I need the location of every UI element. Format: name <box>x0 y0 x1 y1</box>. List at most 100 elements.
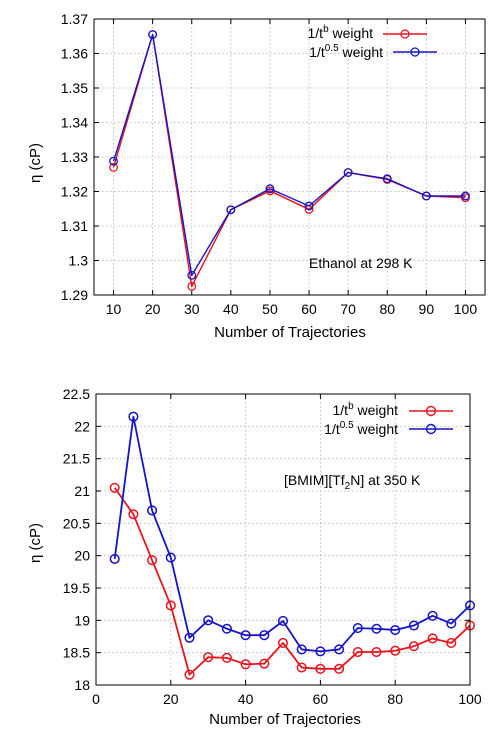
y-axis-label: η (cP) <box>27 523 44 563</box>
series-2 <box>109 411 476 657</box>
series-line <box>112 33 466 277</box>
x-tick-label: 10 <box>106 301 122 317</box>
data-point <box>334 644 345 655</box>
x-tick-label: 60 <box>313 691 329 707</box>
data-point <box>187 270 197 280</box>
data-point <box>147 505 158 516</box>
y-tick-label: 18 <box>74 677 90 693</box>
data-point <box>240 630 251 641</box>
data-point <box>165 552 176 563</box>
data-point <box>390 624 401 636</box>
data-point <box>352 646 363 658</box>
data-point <box>259 630 270 641</box>
x-tick-label: 50 <box>262 301 278 317</box>
data-point <box>184 669 195 680</box>
x-tick-labels: 0 20 40 60 80 100 <box>92 691 482 707</box>
data-point <box>259 658 270 669</box>
data-point <box>109 482 120 493</box>
x-tick-label: 100 <box>454 301 478 317</box>
data-point <box>109 156 118 166</box>
data-point <box>446 618 457 629</box>
legend-label-1: 1/tb weight <box>308 24 374 41</box>
y-tick-label: 19 <box>74 612 90 628</box>
chart-annotation: [BMIM][Tf2N] at 350 K <box>284 472 421 492</box>
data-point <box>226 205 236 215</box>
data-point <box>203 652 214 663</box>
legend-label-2: 1/t0.5 weight <box>309 43 383 60</box>
legend: 1/tb weight 1/t0.5 weight <box>324 401 453 437</box>
chart-ethanol: 1.29 1.3 1.31 1.32 1.33 1.34 1.35 1.36 1.37 10 20… <box>27 11 486 341</box>
data-point <box>421 191 431 201</box>
chart-bmim: 18 18.5 19 19.5 20 20.5 21 21.5 22 22.5 0 20 40 60 80… <box>27 386 482 728</box>
data-point <box>343 168 353 177</box>
x-tick-label: 20 <box>163 691 179 707</box>
x-tick-label: 80 <box>379 301 395 317</box>
legend-marker-2 <box>410 47 420 57</box>
data-point <box>315 663 326 674</box>
x-tick-label: 20 <box>145 301 161 317</box>
data-point <box>304 201 314 211</box>
data-point <box>128 411 139 422</box>
data-point <box>446 637 457 649</box>
y-tick-label: 1.3 <box>69 253 89 269</box>
legend-marker-2 <box>425 423 437 435</box>
y-tick-label: 1.35 <box>61 80 88 96</box>
chart-annotation: Ethanol at 298 K <box>309 255 413 271</box>
legend-label-1: 1/tb weight <box>333 401 399 418</box>
data-point <box>221 652 232 663</box>
data-point <box>221 623 232 634</box>
data-point <box>461 191 470 201</box>
y-tick-label: 22.5 <box>63 386 90 402</box>
x-axis-label: Number of Trajectories <box>214 324 366 341</box>
data-point <box>109 553 120 564</box>
data-point <box>390 645 401 656</box>
data-point <box>240 659 251 670</box>
legend: 1/tb weight 1/t0.5 weight <box>308 24 437 60</box>
data-point <box>296 644 307 655</box>
data-point <box>427 633 438 644</box>
y-tick-label: 18.5 <box>63 645 90 661</box>
series-line <box>113 487 471 676</box>
x-tick-label: 0 <box>92 691 100 707</box>
y-tick-label: 22 <box>74 418 90 434</box>
y-tick-label: 20.5 <box>63 515 90 531</box>
series-1 <box>109 482 476 680</box>
y-tick-label: 1.31 <box>61 218 88 234</box>
x-tick-label: 80 <box>387 691 403 707</box>
data-point <box>371 646 382 658</box>
legend-marker-1 <box>425 405 437 417</box>
legend-label-2: 1/t0.5 weight <box>324 420 398 437</box>
plot-frame <box>95 393 471 686</box>
data-point <box>382 174 392 184</box>
data-point <box>334 663 345 674</box>
data-point <box>277 615 289 627</box>
series-2 <box>109 30 470 280</box>
data-point <box>203 615 214 626</box>
data-point <box>352 623 363 634</box>
data-point <box>371 623 382 634</box>
data-point <box>128 509 139 520</box>
plot-frame <box>93 18 486 296</box>
series-layer <box>109 30 470 291</box>
series-layer <box>109 411 476 680</box>
y-tick-label: 20 <box>74 548 90 564</box>
x-tick-labels: 10 20 30 40 50 60 70 80 90 100 <box>106 301 478 317</box>
x-axis-label: Number of Trajectories <box>209 711 361 728</box>
y-tick-label: 21.5 <box>63 451 90 467</box>
y-tick-label: 1.36 <box>61 46 88 62</box>
data-point <box>148 30 158 39</box>
y-tick-label: 19.5 <box>63 580 90 596</box>
x-tick-label: 40 <box>223 301 239 317</box>
x-tick-label: 70 <box>340 301 356 317</box>
y-tick-label: 1.37 <box>61 11 88 27</box>
data-point <box>315 646 326 657</box>
data-point <box>184 632 195 643</box>
y-tick-labels: 1.29 1.3 1.31 1.32 1.33 1.34 1.35 1.36 1.37 <box>61 11 88 303</box>
data-point <box>265 184 275 194</box>
data-point <box>165 600 176 611</box>
data-point <box>408 620 419 631</box>
data-point <box>109 162 118 172</box>
y-tick-label: 1.34 <box>61 115 88 131</box>
x-tick-label: 30 <box>184 301 200 317</box>
